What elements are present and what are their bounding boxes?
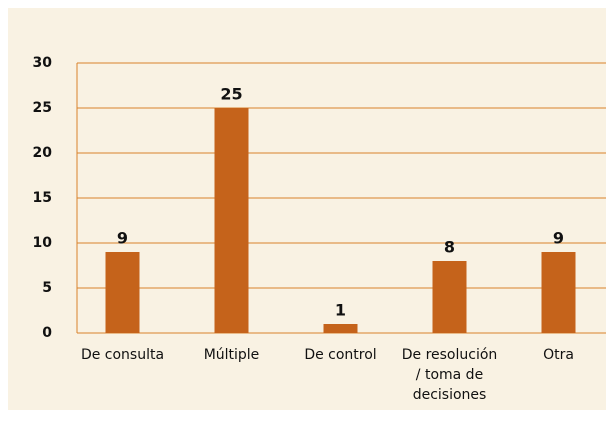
x-tick-label: De control [304,347,376,363]
value-label: 8 [444,238,455,257]
value-label: 9 [553,229,564,248]
bar [432,261,467,333]
y-tick-label: 15 [33,190,52,206]
bar [323,324,358,333]
value-label: 9 [117,229,128,248]
bar [541,252,576,333]
bar [214,108,249,333]
x-tick-label: Múltiple [204,347,260,363]
y-tick-label: 30 [33,55,53,71]
value-label: 1 [335,301,346,320]
y-tick-label: 25 [33,100,52,116]
value-label: 25 [220,85,242,104]
y-tick-label: 20 [33,145,53,161]
y-tick-label: 10 [33,235,53,251]
x-tick-label: Otra [543,347,574,363]
x-tick-label: De resolución / toma de decisiones [402,347,498,403]
x-tick-label: De consulta [81,347,164,363]
y-tick-label: 5 [42,280,52,296]
bar [105,252,140,333]
y-tick-label: 0 [42,325,52,341]
background [8,8,606,410]
